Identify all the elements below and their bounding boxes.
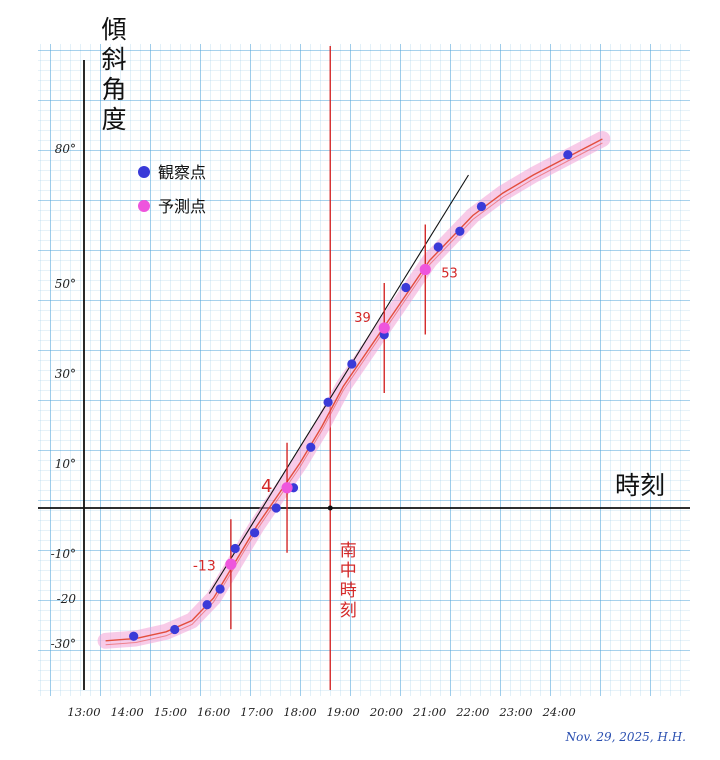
meridian-label-char: 南 bbox=[340, 541, 357, 561]
x-tick-label: 18:00 bbox=[283, 705, 316, 719]
observed-point bbox=[170, 624, 180, 635]
curve-line bbox=[105, 138, 603, 642]
curve-line-2 bbox=[105, 142, 603, 646]
predicted-point bbox=[281, 482, 293, 494]
predicted-point bbox=[225, 558, 237, 570]
observed-point bbox=[250, 528, 260, 538]
prediction-label: 53 bbox=[441, 267, 458, 282]
observed-point bbox=[347, 359, 357, 369]
meridian-label-char: 中 bbox=[340, 561, 357, 581]
observed-point bbox=[129, 631, 139, 641]
y-axis-label-char: 傾 bbox=[101, 15, 126, 44]
prediction-label: 39 bbox=[354, 311, 371, 326]
prediction-label: -13 bbox=[193, 558, 216, 574]
x-tick-label: 23:00 bbox=[498, 705, 532, 719]
observed-point bbox=[306, 442, 316, 452]
meridian-axis-dot bbox=[327, 505, 333, 511]
y-axis-label-char: 角 bbox=[101, 75, 126, 104]
x-tick-label: 24:00 bbox=[542, 705, 576, 719]
predicted-point bbox=[419, 263, 431, 276]
y-axis-label-char: 度 bbox=[101, 105, 126, 134]
x-tick-label: 16:00 bbox=[197, 705, 230, 719]
y-tick-label: 80° bbox=[55, 142, 76, 156]
observed-point bbox=[323, 397, 333, 407]
meridian-label-char: 刻 bbox=[340, 601, 357, 621]
x-tick-label: 20:00 bbox=[369, 705, 403, 719]
observed-point bbox=[455, 226, 465, 236]
observed-point bbox=[401, 282, 411, 293]
x-tick-label: 21:00 bbox=[412, 705, 446, 719]
legend-label: 観察点 bbox=[158, 163, 206, 182]
meridian-label-char: 時 bbox=[340, 581, 357, 601]
x-axis-label: 時刻 bbox=[615, 471, 665, 500]
y-tick-label: 50° bbox=[55, 277, 76, 291]
prediction-label: 4 bbox=[261, 476, 272, 497]
y-tick-label: -10° bbox=[51, 547, 76, 561]
observed-point bbox=[230, 543, 240, 554]
legend-label: 予測点 bbox=[158, 197, 206, 216]
x-tick-label: 17:00 bbox=[240, 705, 273, 719]
observed-point bbox=[202, 600, 212, 610]
observed-point bbox=[215, 584, 225, 594]
observed-point bbox=[476, 201, 487, 212]
x-tick-label: 14:00 bbox=[111, 705, 144, 719]
y-tick-label: 30° bbox=[55, 367, 76, 381]
y-tick-label: -30° bbox=[51, 637, 76, 651]
y-axis-label-char: 斜 bbox=[101, 45, 126, 74]
observed-point bbox=[271, 503, 281, 513]
y-tick-label: -20 bbox=[57, 592, 77, 606]
y-tick-label: 10° bbox=[55, 457, 76, 471]
x-tick-label: 15:00 bbox=[154, 705, 187, 719]
observed-point bbox=[433, 242, 443, 252]
observed-point bbox=[563, 150, 573, 160]
predicted-point bbox=[378, 322, 390, 334]
x-tick-label: 22:00 bbox=[455, 705, 489, 719]
x-tick-label: 19:00 bbox=[327, 705, 360, 719]
x-tick-label: 13:00 bbox=[67, 705, 100, 719]
legend-marker bbox=[138, 166, 150, 178]
signature: Nov. 29, 2025, H.H. bbox=[565, 730, 686, 744]
legend-marker bbox=[138, 200, 150, 212]
